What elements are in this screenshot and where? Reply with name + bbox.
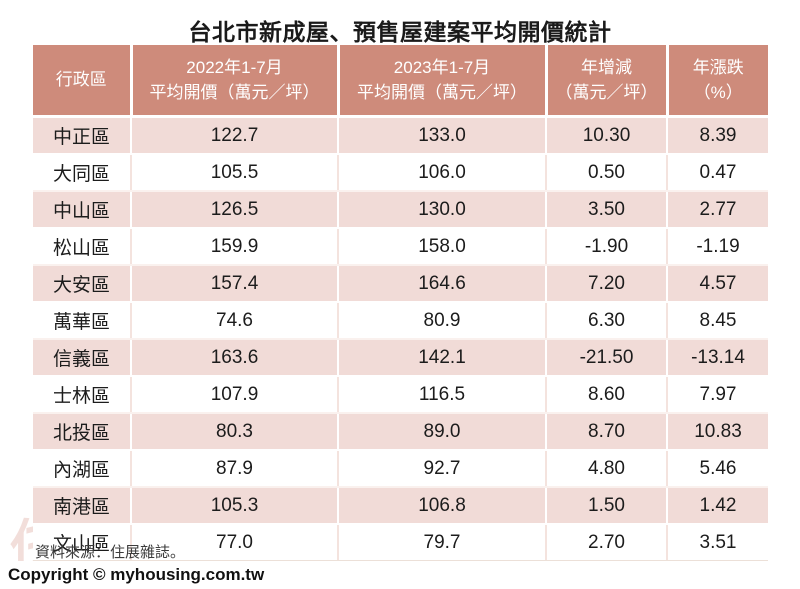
column-header-yoy_change_pct: 年漲跌 （%）	[667, 45, 768, 118]
cell-avg_price_2022_jan_jul: 122.7	[131, 116, 339, 155]
copyright-bar: Copyright © myhousing.com.tw	[0, 561, 800, 589]
cell-yoy_change: 1.50	[546, 487, 668, 525]
table-row: 北投區 80.3 89.0 8.70 10.83	[33, 413, 768, 451]
cell-district: 中山區	[33, 191, 132, 229]
table-row: 南港區 105.3 106.8 1.50 1.42	[33, 487, 768, 525]
cell-avg_price_2022_jan_jul: 157.4	[131, 265, 339, 303]
cell-yoy_change_pct: 3.51	[667, 524, 768, 562]
table-row: 文山區 77.0 79.7 2.70 3.51	[33, 524, 768, 562]
cell-avg_price_2022_jan_jul: 126.5	[131, 191, 339, 229]
cell-yoy_change: 3.50	[546, 191, 668, 229]
column-header-avg_price_2022_jan_jul: 2022年1-7月 平均開價（萬元／坪）	[131, 45, 340, 118]
cell-yoy_change: 2.70	[546, 524, 668, 562]
cell-avg_price_2022_jan_jul: 87.9	[131, 450, 339, 488]
table-body: 中正區 122.7 133.0 10.30 8.39 大同區 105.5 106.0 0.50 0…	[33, 116, 768, 562]
table-header: 行政區 2022年1-7月 平均開價（萬元／坪） 2023年1-7月 平均開價（萬元…	[33, 45, 768, 118]
cell-yoy_change_pct: -1.19	[667, 228, 768, 266]
cell-yoy_change: 4.80	[546, 450, 668, 488]
table-row: 萬華區 74.6 80.9 6.30 8.45	[33, 302, 768, 340]
cell-yoy_change_pct: 5.46	[667, 450, 768, 488]
cell-district: 大安區	[33, 265, 132, 303]
cell-avg_price_2023_jan_jul: 80.9	[338, 302, 547, 340]
column-header-district: 行政區	[33, 45, 133, 118]
cell-avg_price_2022_jan_jul: 159.9	[131, 228, 339, 266]
cell-yoy_change_pct: 1.42	[667, 487, 768, 525]
cell-district: 信義區	[33, 339, 132, 377]
cell-avg_price_2022_jan_jul: 163.6	[131, 339, 339, 377]
column-header-yoy_change: 年增減 （萬元／坪）	[546, 45, 669, 118]
cell-yoy_change: 7.20	[546, 265, 668, 303]
cell-avg_price_2023_jan_jul: 164.6	[338, 265, 547, 303]
cell-yoy_change: 0.50	[546, 154, 668, 192]
cell-avg_price_2023_jan_jul: 133.0	[338, 116, 547, 155]
cell-avg_price_2023_jan_jul: 158.0	[338, 228, 547, 266]
table-row: 松山區 159.9 158.0 -1.90 -1.19	[33, 228, 768, 266]
cell-avg_price_2023_jan_jul: 106.0	[338, 154, 547, 192]
cell-avg_price_2022_jan_jul: 107.9	[131, 376, 339, 414]
cell-avg_price_2022_jan_jul: 77.0	[131, 524, 339, 562]
header-row: 行政區 2022年1-7月 平均開價（萬元／坪） 2023年1-7月 平均開價（萬元…	[33, 45, 768, 118]
cell-yoy_change: 8.70	[546, 413, 668, 451]
cell-yoy_change_pct: 8.39	[667, 116, 768, 155]
cell-yoy_change_pct: 8.45	[667, 302, 768, 340]
column-header-avg_price_2023_jan_jul: 2023年1-7月 平均開價（萬元／坪）	[338, 45, 548, 118]
price-table: 行政區 2022年1-7月 平均開價（萬元／坪） 2023年1-7月 平均開價（萬元…	[33, 45, 768, 562]
table-row: 士林區 107.9 116.5 8.60 7.97	[33, 376, 768, 414]
source-note: 資料來源：住展雜誌。	[35, 544, 186, 561]
cell-avg_price_2023_jan_jul: 130.0	[338, 191, 547, 229]
cell-yoy_change: 10.30	[546, 116, 668, 155]
cell-yoy_change_pct: 0.47	[667, 154, 768, 192]
table-row: 中正區 122.7 133.0 10.30 8.39	[33, 116, 768, 155]
cell-yoy_change_pct: 7.97	[667, 376, 768, 414]
table-row: 大安區 157.4 164.6 7.20 4.57	[33, 265, 768, 303]
table-row: 信義區 163.6 142.1 -21.50 -13.14	[33, 339, 768, 377]
cell-yoy_change_pct: 4.57	[667, 265, 768, 303]
cell-district: 文山區	[33, 524, 132, 562]
cell-district: 內湖區	[33, 450, 132, 488]
cell-district: 大同區	[33, 154, 132, 192]
cell-avg_price_2022_jan_jul: 74.6	[131, 302, 339, 340]
cell-yoy_change_pct: 2.77	[667, 191, 768, 229]
cell-yoy_change_pct: 10.83	[667, 413, 768, 451]
cell-avg_price_2023_jan_jul: 142.1	[338, 339, 547, 377]
page-title: 台北市新成屋、預售屋建案平均開價統計	[188, 19, 612, 45]
cell-avg_price_2023_jan_jul: 106.8	[338, 487, 547, 525]
cell-yoy_change: 8.60	[546, 376, 668, 414]
cell-yoy_change: -1.90	[546, 228, 668, 266]
table-row: 中山區 126.5 130.0 3.50 2.77	[33, 191, 768, 229]
cell-avg_price_2023_jan_jul: 92.7	[338, 450, 547, 488]
cell-yoy_change_pct: -13.14	[667, 339, 768, 377]
cell-yoy_change: -21.50	[546, 339, 668, 377]
cell-district: 北投區	[33, 413, 132, 451]
cell-avg_price_2023_jan_jul: 116.5	[338, 376, 547, 414]
table-row: 內湖區 87.9 92.7 4.80 5.46	[33, 450, 768, 488]
copyright-text: Copyright © myhousing.com.tw	[8, 565, 265, 584]
table-row: 大同區 105.5 106.0 0.50 0.47	[33, 154, 768, 192]
cell-avg_price_2022_jan_jul: 105.5	[131, 154, 339, 192]
cell-district: 士林區	[33, 376, 132, 414]
cell-avg_price_2023_jan_jul: 79.7	[338, 524, 547, 562]
cell-yoy_change: 6.30	[546, 302, 668, 340]
cell-district: 南港區	[33, 487, 132, 525]
cell-district: 松山區	[33, 228, 132, 266]
cell-avg_price_2022_jan_jul: 80.3	[131, 413, 339, 451]
cell-avg_price_2023_jan_jul: 89.0	[338, 413, 547, 451]
cell-avg_price_2022_jan_jul: 105.3	[131, 487, 339, 525]
cell-district: 中正區	[33, 116, 132, 155]
cell-district: 萬華區	[33, 302, 132, 340]
